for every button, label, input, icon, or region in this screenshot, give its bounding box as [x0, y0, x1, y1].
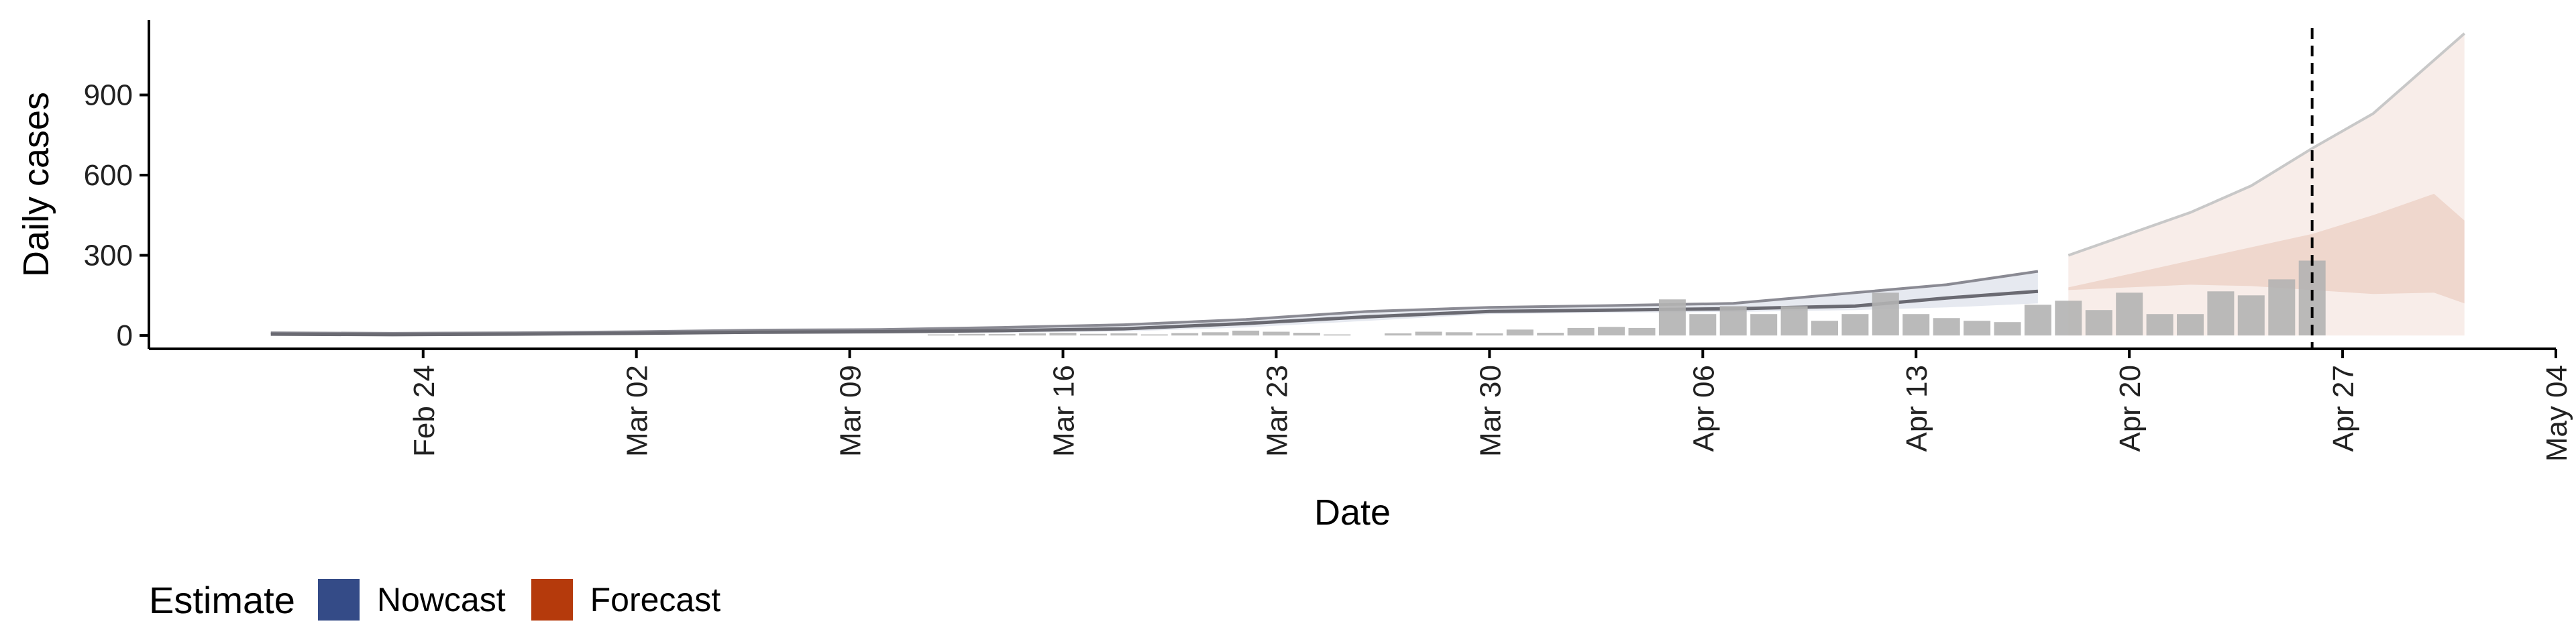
- observed-bar: [2268, 279, 2296, 336]
- legend-title: Estimate: [149, 578, 295, 621]
- observed-bar: [1293, 333, 1320, 336]
- x-tick-label: Apr 13: [1900, 365, 1933, 452]
- y-tick-label: 0: [117, 319, 133, 352]
- observed-bar: [1476, 333, 1503, 336]
- observed-bar: [1598, 327, 1625, 335]
- legend-nowcast-swatch: [317, 579, 360, 621]
- observed-bar: [1140, 334, 1168, 336]
- observed-bar: [1780, 306, 1808, 336]
- x-ticks: Feb 24 Mar 02 Mar 09 Mar 16 Mar 23 Mar 30 Apr …: [408, 349, 2573, 462]
- observed-bar: [1964, 321, 1991, 336]
- observed-bar: [1537, 333, 1564, 336]
- x-tick-label: Mar 02: [621, 365, 654, 457]
- legend-nowcast-label: Nowcast: [376, 581, 506, 619]
- observed-bar: [1811, 321, 1838, 336]
- observed-bar: [1263, 331, 1290, 336]
- observed-bar: [1171, 333, 1199, 336]
- y-tick-label: 900: [84, 79, 133, 112]
- observed-bar: [2207, 291, 2235, 335]
- daily-cases-chart: 0 300 600 900 Feb 24 Mar 02 Mar 09 Mar 16 Mar 2…: [16, 20, 2573, 533]
- observed-bar: [988, 334, 1016, 336]
- observed-bar: [2024, 305, 2051, 336]
- observed-bar: [1201, 332, 1229, 336]
- observed-bar: [1902, 314, 1930, 336]
- forecast-upper-line: [2068, 32, 2466, 257]
- observed-bar: [1446, 332, 1472, 336]
- x-tick-label: Feb 24: [408, 365, 441, 457]
- legend-forecast-swatch: [531, 579, 573, 621]
- y-axis-title: Daily cases: [16, 92, 56, 277]
- observed-bar: [1658, 299, 1686, 336]
- x-tick-label: Mar 23: [1260, 365, 1293, 457]
- x-axis-title: Date: [1314, 492, 1391, 533]
- observed-bar: [1324, 334, 1351, 336]
- x-tick-label: Mar 09: [835, 365, 867, 457]
- y-ticks: 0 300 600 900: [84, 79, 149, 352]
- observed-bar: [1872, 292, 1899, 335]
- observed-bar: [1385, 333, 1412, 336]
- x-tick-label: Mar 30: [1474, 365, 1507, 457]
- observed-bar: [927, 334, 955, 336]
- forecast-90-band: [2068, 33, 2465, 336]
- observed-bar: [1750, 314, 1778, 336]
- forecast-band-layer: [2068, 32, 2466, 336]
- observed-bar: [1933, 318, 1960, 336]
- observed-bar: [2237, 295, 2265, 336]
- legend: Estimate Nowcast Forecast: [149, 576, 746, 624]
- observed-bar: [1567, 327, 1595, 336]
- observed-bar: [958, 333, 985, 336]
- y-tick-label: 300: [84, 239, 133, 272]
- observed-bar: [1689, 314, 1717, 336]
- observed-bar: [1994, 322, 2021, 336]
- observed-bar: [1628, 327, 1656, 336]
- observed-bar: [1506, 329, 1534, 336]
- observed-bar: [2055, 301, 2082, 336]
- legend-forecast-label: Forecast: [590, 581, 721, 619]
- observed-bar: [1049, 333, 1077, 336]
- observed-bar: [2085, 310, 2112, 335]
- observed-bar: [1719, 306, 1747, 336]
- forecast-50-band: [2068, 193, 2465, 304]
- x-tick-label: Mar 16: [1048, 365, 1081, 457]
- x-tick-label: Apr 27: [2327, 365, 2360, 452]
- observed-bar: [1415, 331, 1442, 336]
- observed-bar: [1110, 333, 1138, 336]
- observed-bar: [1841, 314, 1869, 336]
- x-tick-label: Apr 20: [2114, 365, 2147, 452]
- x-tick-label: Apr 06: [1687, 365, 1720, 452]
- y-tick-label: 600: [84, 159, 133, 192]
- observed-bar: [2116, 292, 2143, 335]
- observed-bar: [1232, 330, 1260, 336]
- observed-bar: [1080, 333, 1107, 336]
- observed-bar: [2146, 314, 2174, 336]
- observed-bar: [1019, 333, 1046, 336]
- x-tick-label: May 04: [2540, 365, 2573, 462]
- observed-bar: [2177, 314, 2204, 336]
